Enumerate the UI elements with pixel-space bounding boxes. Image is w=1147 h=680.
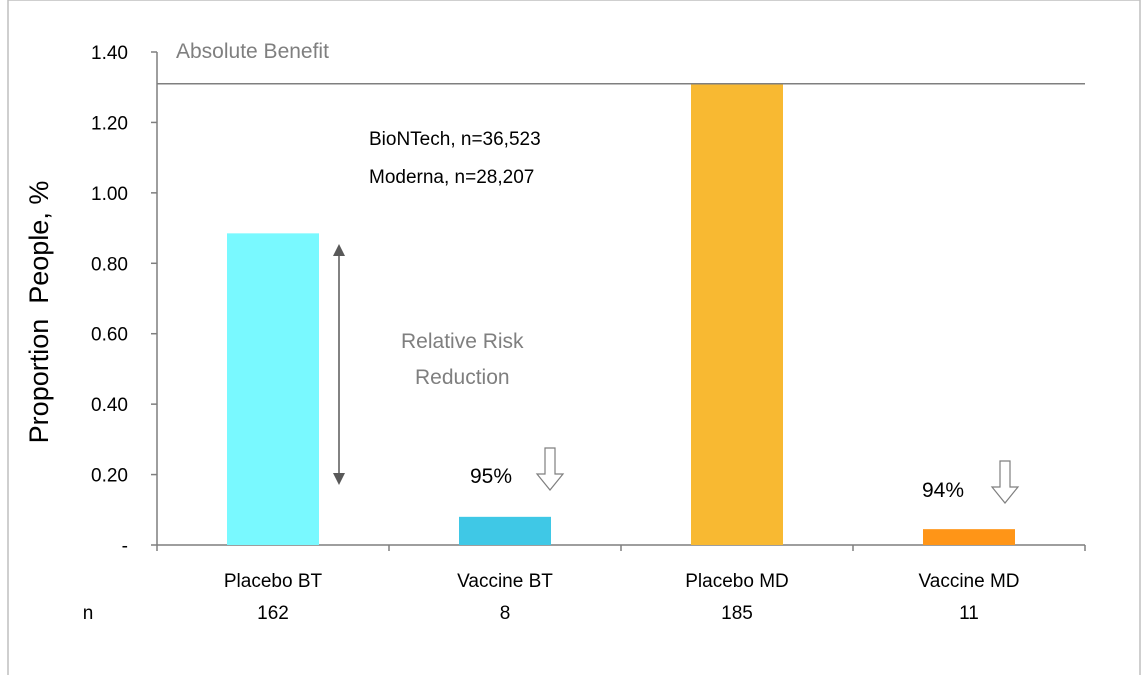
y-tick-label: 0.60 (91, 325, 128, 346)
bar-placebo-md (691, 83, 783, 545)
x-tick-label: Placebo BT (224, 571, 323, 592)
n-value-label: 185 (721, 603, 753, 624)
bars: Placebo BT 162 Vaccine BT 8 Placebo MD 185 Vac… (83, 83, 1020, 624)
y-tick-label: 1.20 (91, 113, 128, 134)
annotations: Absolute Benefit BioNTech, n=36,523 Modern… (157, 40, 1085, 504)
n-value-label: 162 (257, 603, 289, 624)
rrr-label: Reduction (415, 366, 510, 389)
bar-vaccine-md (923, 529, 1015, 545)
y-tick-label: - (122, 536, 128, 557)
n-value-label: 8 (500, 603, 511, 624)
y-tick-label: 1.40 (91, 43, 128, 64)
rrr-md-percent: 94% (922, 479, 964, 502)
y-tick-label: 0.80 (91, 254, 128, 275)
x-tick-label: Vaccine MD (918, 571, 1019, 592)
y-tick-label: 0.40 (91, 395, 128, 416)
chart-border (7, 0, 1141, 675)
rrr-bt-percent: 95% (470, 465, 512, 488)
y-tick-label: 0.20 (91, 466, 128, 487)
bar-placebo-bt (227, 233, 319, 545)
down-arrow-icon (990, 460, 1020, 504)
y-axis-label: Proportion People, % (24, 181, 54, 444)
x-tick-label: Vaccine BT (457, 571, 553, 592)
rrr-label: Relative Risk (401, 330, 524, 353)
bar-vaccine-bt (459, 516, 551, 545)
x-tick-label: Placebo MD (685, 571, 789, 592)
absolute-benefit-label: Absolute Benefit (176, 40, 329, 63)
down-arrow-icon (535, 447, 565, 491)
trial-size-label: Moderna, n=28,207 (369, 167, 534, 188)
n-value-label: 11 (959, 603, 979, 624)
trial-size-label: BioNTech, n=36,523 (369, 129, 541, 150)
n-row-label: n (83, 603, 94, 624)
rrr-arrow-head-up (333, 244, 345, 256)
y-tick-label: 1.00 (91, 184, 128, 205)
rrr-arrow-head-down (333, 473, 345, 485)
